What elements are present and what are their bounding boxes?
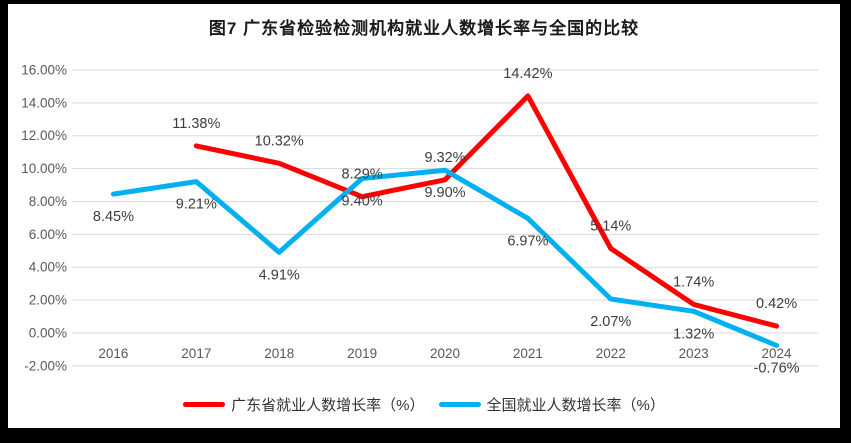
legend-line-swatch-guangdong-growth [183,402,226,407]
x-axis-category-label: 2023 [679,346,709,361]
legend-item-guangdong-growth: 广东省就业人数增长率（%） [183,394,425,415]
x-axis-category-label: 2016 [98,346,128,361]
data-label-national-growth: 1.32% [673,326,714,342]
data-label-national-growth: 6.97% [507,233,548,249]
y-axis-tick-label: 12.00% [21,128,67,143]
data-label-guangdong-growth: 14.42% [503,66,552,82]
legend-item-national-growth: 全国就业人数增长率（%） [438,394,665,415]
legend: 广东省就业人数增长率（%） 全国就业人数增长率（%） [8,394,840,415]
y-axis-tick-label: 10.00% [21,161,67,176]
y-axis-tick-label: 8.00% [29,194,67,209]
data-label-national-growth: 9.90% [424,185,465,201]
data-label-national-growth: 2.07% [590,314,631,330]
data-label-guangdong-growth: 10.32% [255,133,304,149]
data-label-national-growth: 4.91% [259,267,300,283]
data-label-guangdong-growth: 9.32% [424,150,465,166]
x-axis-category-label: 2017 [181,346,211,361]
y-axis-tick-label: 2.00% [29,293,67,308]
data-label-national-growth: 9.40% [342,193,383,209]
chart-title: 图7 广东省检验检测机构就业人数增长率与全国的比较 [208,19,640,38]
chart-surface: 图7 广东省检验检测机构就业人数增长率与全国的比较 16.00% 14.00% 12… [8,4,840,428]
y-axis-tick-label: 14.00% [21,95,67,110]
y-axis-tick-label: 6.00% [29,227,67,242]
x-axis-category-label: 2024 [762,346,793,361]
legend-label-national-growth: 全国就业人数增长率（%） [486,397,665,414]
x-axis-category-label: 2019 [347,346,377,361]
y-axis-tick-label: -2.00% [24,358,67,373]
data-label-national-growth: -0.76% [754,360,800,376]
series-line-guangdong-growth [193,93,780,329]
y-axis-tick-label: 16.00% [21,62,67,77]
x-axis-category-label: 2018 [264,346,294,361]
data-label-national-growth: 9.21% [176,197,217,213]
data-label-guangdong-growth: 11.38% [172,116,220,132]
x-axis-category-label: 2021 [513,346,543,361]
x-axis-category-label: 2022 [596,346,626,361]
x-axis-category-label: 2020 [430,346,460,361]
data-label-national-growth: 8.45% [93,209,134,225]
data-label-guangdong-growth: 0.42% [756,296,797,312]
data-label-guangdong-growth: 8.29% [342,167,383,183]
data-label-guangdong-growth: 1.74% [673,274,714,290]
y-axis-tick-label: 4.00% [29,260,67,275]
legend-label-guangdong-growth: 广东省就业人数增长率（%） [231,397,425,414]
line-chart-plot-area: 16.00% 14.00% 12.00% 10.00% 8.00% 6.00% 4.00% 2… [21,62,818,376]
legend-line-swatch-national-growth [438,402,481,407]
y-axis-tick-label: 0.00% [29,326,67,341]
series-line-national-growth [110,167,780,348]
data-label-guangdong-growth: 5.14% [590,218,631,234]
